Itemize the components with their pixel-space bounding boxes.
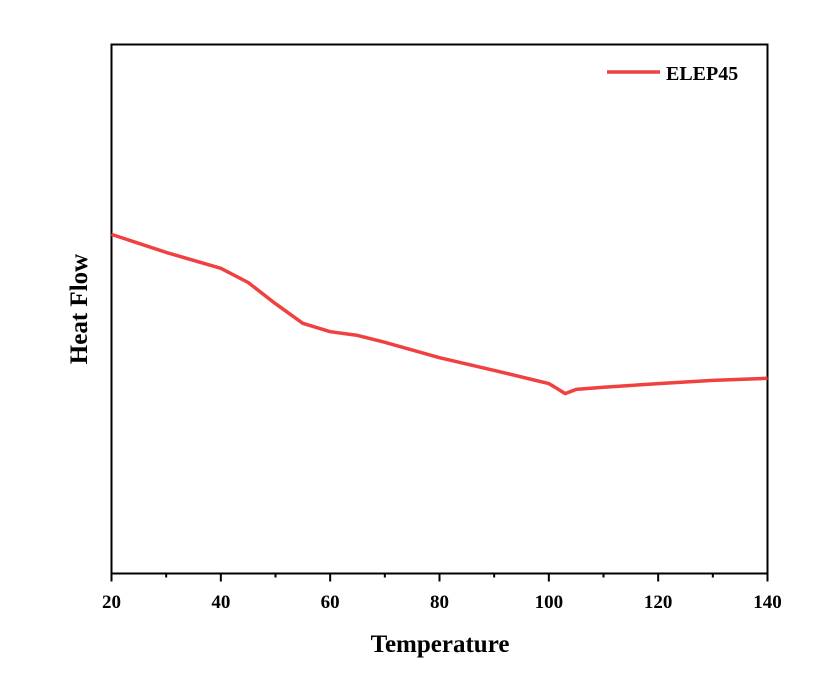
x-tick-label: 120	[644, 592, 673, 613]
x-tick-label: 100	[535, 592, 564, 613]
legend: ELEP45	[607, 63, 738, 85]
series-group	[110, 232, 768, 396]
y-axis-label: Heat Flow	[66, 254, 93, 364]
legend-label-elep45: ELEP45	[666, 63, 738, 85]
x-tick-label: 20	[102, 592, 121, 613]
x-axis-label: Temperature	[371, 631, 510, 658]
x-axis-ticks: 20 40 60 80 100 120 140	[102, 573, 782, 613]
x-tick-label: 80	[430, 592, 449, 613]
x-tick-label: 140	[753, 592, 782, 613]
x-tick-label: 60	[321, 592, 340, 613]
series-line-elep45	[110, 232, 768, 396]
plot-frame	[110, 43, 769, 575]
x-tick-label: 40	[211, 592, 230, 613]
